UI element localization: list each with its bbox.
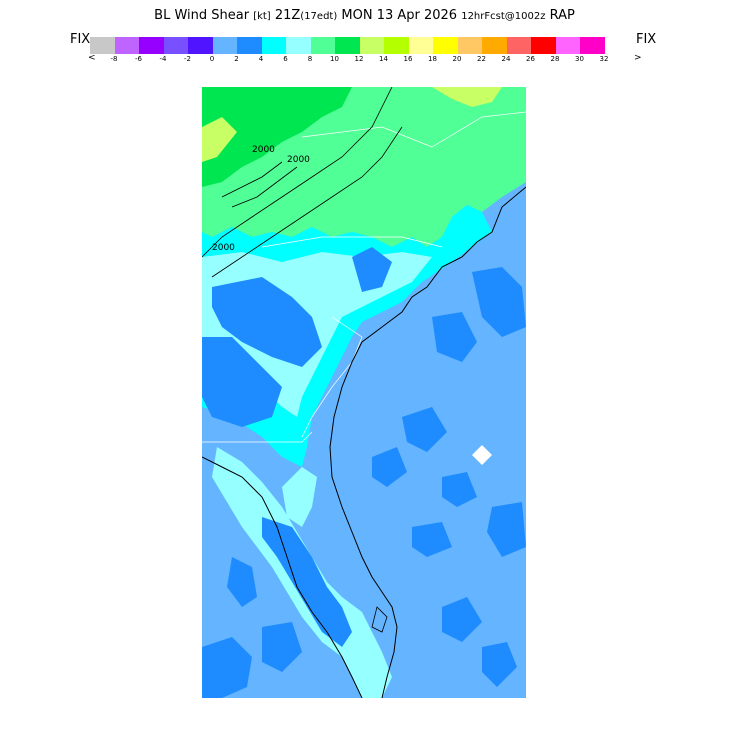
scale-tick-label: 4 <box>258 55 264 63</box>
title-units: [kt] <box>253 11 271 22</box>
shear-zone-blue-3 <box>352 247 392 292</box>
shear-zone-strong-green <box>202 87 352 187</box>
scale-right-arrow[interactable]: > <box>634 53 642 63</box>
color-swatch <box>114 37 139 54</box>
shear-zone-blue-2 <box>202 337 282 427</box>
title-edt: (17edt) <box>300 11 338 22</box>
contour-lines <box>202 87 403 633</box>
scale-tick-label: 28 <box>550 55 560 63</box>
scale-tick-label: 10 <box>330 55 339 63</box>
gulf-blue-2 <box>202 637 252 698</box>
color-swatch <box>335 37 360 54</box>
scale-tick-label: 18 <box>428 55 437 63</box>
scale-tick-label: -8 <box>110 55 118 63</box>
color-swatch <box>139 37 164 54</box>
scale-tick-label: 24 <box>501 55 511 63</box>
chart-title: BL Wind Shear [kt] 21Z(17edt) MON 13 Apr… <box>0 8 729 23</box>
color-swatch <box>90 37 115 54</box>
ocean-blue-2 <box>432 312 477 362</box>
scale-tick-label: 6 <box>283 55 288 63</box>
color-swatch <box>286 37 311 54</box>
color-swatch <box>408 37 433 54</box>
fix-right-button[interactable]: FIX <box>636 32 657 47</box>
scale-tick-label: 0 <box>209 55 215 63</box>
scale-tick-label: -2 <box>184 55 191 63</box>
ocean-blue-5 <box>372 447 407 487</box>
wind-shear-map: 2000 2000 2000 <box>202 87 526 698</box>
scale-tick-label: -4 <box>159 55 167 63</box>
ocean-blue-9 <box>482 642 517 687</box>
color-swatch <box>482 37 507 54</box>
color-swatch <box>433 37 458 54</box>
color-swatch <box>212 37 237 54</box>
ocean-blue-4 <box>442 472 477 507</box>
scale-tick-label: 2 <box>234 55 239 63</box>
scale-tick-label: 30 <box>575 55 584 63</box>
title-time: 21Z <box>270 8 301 23</box>
scale-tick-label: -6 <box>135 55 142 63</box>
scale-tick-label: 16 <box>403 55 413 63</box>
scale-tick-label: 22 <box>477 55 486 63</box>
shear-zone-yellowgreen-2 <box>202 117 237 162</box>
color-swatch <box>261 37 286 54</box>
color-swatch <box>555 37 580 54</box>
color-swatch <box>531 37 556 54</box>
coastline <box>202 186 526 698</box>
shear-zone-blue-1 <box>212 277 322 367</box>
color-swatch <box>457 37 482 54</box>
scale-tick-label: 20 <box>452 55 462 63</box>
title-main: BL Wind Shear <box>154 8 254 23</box>
ocean-blue-8 <box>442 597 482 642</box>
contour-label: 2000 <box>252 145 275 155</box>
color-swatch <box>237 37 262 54</box>
missing-data-diamond <box>472 445 492 465</box>
ocean-blue-3 <box>402 407 447 452</box>
ocean-blue-6 <box>487 502 526 557</box>
color-swatch <box>506 37 531 54</box>
color-swatch <box>384 37 409 54</box>
contour-label: 2000 <box>287 155 310 165</box>
color-swatch <box>580 37 605 54</box>
shear-zone-gulf-blue <box>227 557 257 607</box>
title-date: MON 13 Apr 2026 <box>337 8 462 23</box>
color-scale-ticks: -8 -6 -4 -2 0 2 4 6 8 10 12 14 16 18 20 22 24 26 28 30 32 <box>84 55 649 67</box>
title-model: RAP <box>545 8 575 23</box>
scale-tick-label: 8 <box>307 55 313 63</box>
scale-tick-label: 14 <box>379 55 388 63</box>
contour-label: 2000 <box>212 243 235 253</box>
color-swatch <box>310 37 335 54</box>
shear-zone-coast-cyan <box>282 467 317 527</box>
ocean-blue-7 <box>412 522 452 557</box>
scale-left-arrow[interactable]: < <box>88 53 96 63</box>
color-swatch <box>163 37 188 54</box>
gulf-blue-3 <box>262 622 302 672</box>
color-scale-bar <box>90 37 605 54</box>
scale-tick-label: 26 <box>526 55 535 63</box>
color-swatch <box>359 37 384 54</box>
ocean-blue-1 <box>472 267 526 337</box>
color-swatch <box>188 37 213 54</box>
fix-left-button[interactable]: FIX <box>70 32 91 47</box>
state-borders <box>202 111 526 443</box>
scale-tick-label: 32 <box>599 55 609 63</box>
shear-zone-yellowgreen <box>432 87 502 107</box>
scale-tick-label: 12 <box>354 55 364 63</box>
title-fcst: 12hrFcst@1002z <box>461 11 546 22</box>
